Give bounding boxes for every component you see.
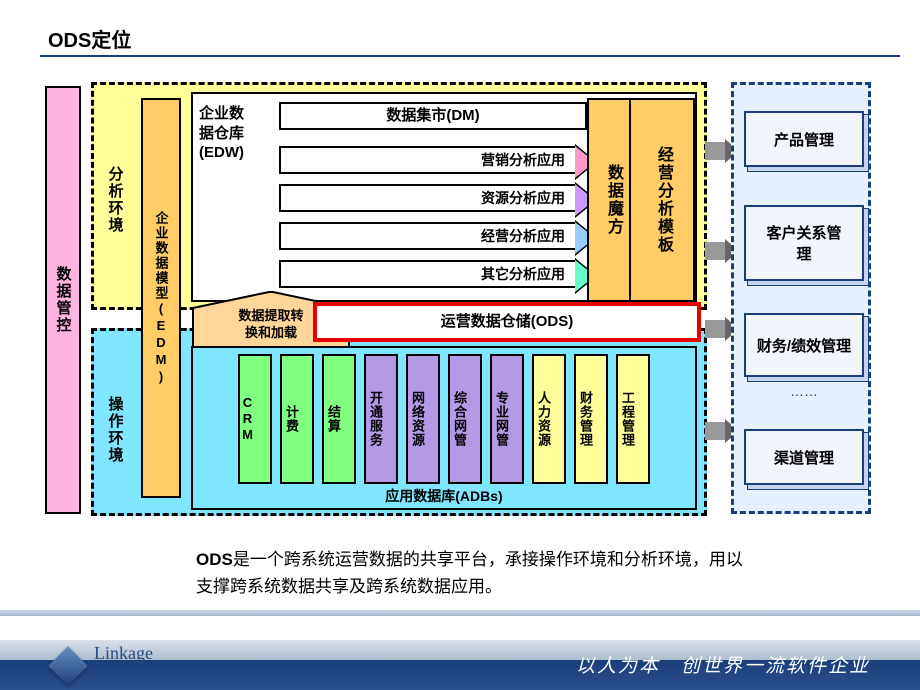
edw-container: 企业数据仓库(EDW) 数据集市(DM) 营销分析应用 资源分析应用 经营分析应…	[191, 92, 697, 302]
adb-pro-nm: 专业网管	[490, 354, 524, 484]
arrow-business: 经营分析应用	[279, 222, 577, 250]
caption-body: 是一个跨系统运营数据的共享平台，承接操作环境和分析环境，用以支撑跨系统数据共享及…	[196, 550, 743, 596]
footer-logo	[54, 652, 82, 680]
connector-2	[705, 242, 727, 260]
arrow-marketing-label: 营销分析应用	[281, 150, 575, 170]
arrow-marketing: 营销分析应用	[279, 146, 577, 174]
data-management-column: 数据管控	[45, 86, 81, 514]
adb-hr: 人力资源	[532, 354, 566, 484]
right-box-channel: 渠道管理	[744, 429, 864, 485]
adb-billing: 计费	[280, 354, 314, 484]
adb-columns: CRM 计费 结算 开通服务 网络资源 综合网管 专业网管 人力资源 财务管理 …	[201, 354, 687, 484]
connector-3	[705, 320, 727, 338]
architecture-diagram: 数据管控 分析环境 操作环境 企业数据模型(EDM) 企业数据仓库(EDW) 数…	[45, 82, 875, 522]
caption-bold: ODS	[196, 550, 233, 569]
adb-container: CRM 计费 结算 开通服务 网络资源 综合网管 专业网管 人力资源 财务管理 …	[191, 346, 697, 510]
logo-diamond-icon	[48, 646, 88, 686]
analysis-env-label: 分析环境	[99, 140, 131, 260]
operation-env-label: 操作环境	[99, 370, 131, 490]
template-label: 经营分析模板	[637, 104, 689, 296]
footer-divider	[0, 610, 920, 616]
orange-columns-wrap: 数据魔方 经营分析模板	[587, 98, 695, 302]
adb-crm: CRM	[238, 354, 272, 484]
adb-network-res: 网络资源	[406, 354, 440, 484]
caption: ODS是一个跨系统运营数据的共享平台，承接操作环境和分析环境，用以支撑跨系统数据…	[196, 546, 756, 600]
adb-integrated-nm: 综合网管	[448, 354, 482, 484]
edm-column: 企业数据模型(EDM)	[141, 98, 181, 498]
ods-box: 运营数据仓储(ODS)	[313, 302, 701, 342]
adb-provision: 开通服务	[364, 354, 398, 484]
right-box-product: 产品管理	[744, 111, 864, 167]
edm-label: 企业数据模型(EDM)	[147, 104, 175, 492]
connector-4	[705, 422, 727, 440]
connector-1	[705, 142, 727, 160]
adb-settlement: 结算	[322, 354, 356, 484]
data-management-label: 数据管控	[47, 88, 79, 512]
edw-label: 企业数据仓库(EDW)	[199, 104, 255, 163]
footer: Linkage 以人为本 创世界一流软件企业	[0, 640, 920, 690]
arrow-resource: 资源分析应用	[279, 184, 577, 212]
arrow-other: 其它分析应用	[279, 260, 577, 288]
arrow-resource-label: 资源分析应用	[281, 188, 575, 208]
adb-finance: 财务管理	[574, 354, 608, 484]
slide-title: ODS定位	[48, 24, 131, 53]
footer-brand: Linkage	[94, 643, 153, 664]
etl-line1: 数据提取转	[238, 308, 303, 323]
footer-slogan: 以人为本 创世界一流软件企业	[576, 651, 870, 678]
right-box-crm: 客户关系管理	[744, 205, 864, 281]
etl-line2: 换和加载	[245, 325, 297, 340]
adb-label: 应用数据库(ADBs)	[193, 486, 695, 506]
right-panel: 产品管理 客户关系管理 财务/绩效管理 …… 渠道管理	[731, 82, 871, 514]
adb-engineering: 工程管理	[616, 354, 650, 484]
dm-box: 数据集市(DM)	[279, 102, 587, 130]
title-underline	[40, 55, 900, 57]
right-box-finance: 财务/绩效管理	[744, 313, 864, 377]
cube-label: 数据魔方	[595, 104, 631, 296]
arrow-business-label: 经营分析应用	[281, 226, 575, 246]
right-box-ellipsis: ……	[744, 383, 864, 399]
arrow-other-label: 其它分析应用	[281, 264, 575, 284]
